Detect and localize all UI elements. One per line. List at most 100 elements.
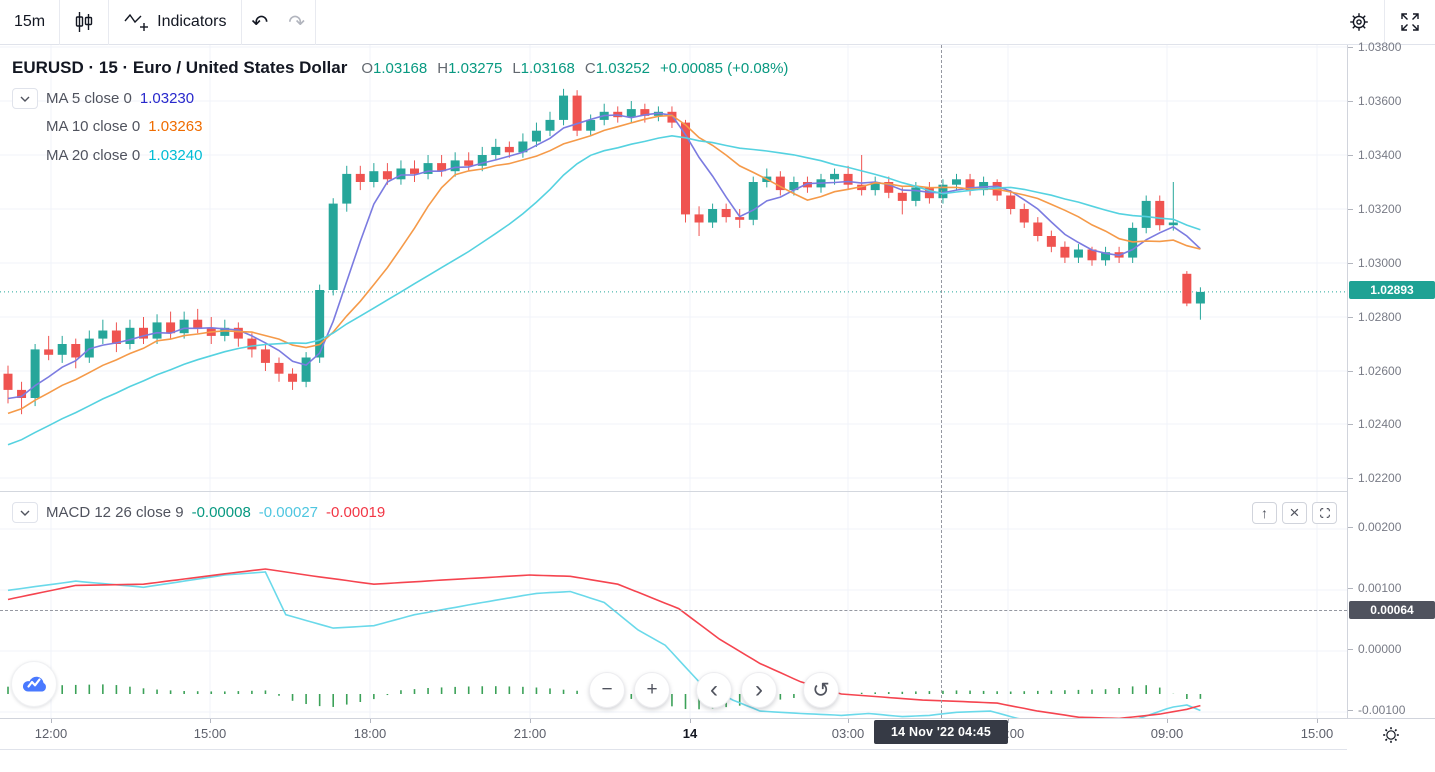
axis-label: 1.03200 [1358, 202, 1402, 216]
candle [1073, 249, 1083, 258]
chevron-down-icon [20, 510, 30, 516]
time-axis-label: 21:00 [513, 726, 547, 741]
ma20-value: 1.03240 [148, 147, 203, 164]
pane-resize-handle[interactable] [0, 491, 1347, 492]
macd-line [7, 571, 1201, 718]
sun-icon [1383, 726, 1399, 743]
maximize-pane-button[interactable] [1312, 502, 1337, 524]
macd-crosshair-badge: 0.00064 [1349, 601, 1435, 619]
candle [464, 160, 474, 166]
candle [17, 389, 27, 398]
macd-pane-controls: ↑ × [1252, 502, 1337, 524]
chart-style-button[interactable] [60, 0, 108, 45]
symbol-title[interactable]: EURUSD · 15 · Euro / United States Dolla… [12, 58, 348, 77]
timezone-settings-cell[interactable] [1347, 718, 1435, 750]
candle [355, 173, 365, 182]
axis-label: 0.00100 [1358, 581, 1402, 595]
high-value: H1.03275 [437, 60, 503, 77]
candle [559, 95, 569, 120]
scroll-right-button[interactable]: › [741, 672, 777, 708]
collapse-legend-button[interactable] [12, 88, 38, 109]
candle [139, 327, 148, 339]
axis-tick [1348, 371, 1353, 372]
candle [518, 141, 528, 153]
top-toolbar: 15m Indicators ↶ ↷ [0, 0, 1435, 45]
time-axis-tick [848, 719, 849, 723]
candle [843, 173, 853, 185]
price-axis[interactable]: 1.03800 1.03600 1.03400 1.03200 1.03000 1.028… [1347, 40, 1435, 718]
collapse-macd-legend-button[interactable] [12, 502, 38, 523]
candle [274, 362, 284, 374]
change-value: +0.00085 (+0.08%) [659, 60, 789, 77]
candle [979, 182, 989, 191]
ohlc-values: O1.03168 H1.03275 L1.03168 C1.03252 +0.0… [361, 60, 788, 77]
time-axis-label: 15:00 [193, 726, 227, 741]
candles [3, 88, 1205, 415]
axis-label: 1.02800 [1358, 310, 1402, 324]
scroll-left-button[interactable]: ‹ [696, 672, 732, 708]
ma5-legend-row: MA 5 close 0 1.03230 [12, 88, 194, 109]
toolbar-divider [59, 0, 61, 45]
ma20-label[interactable]: MA 20 close 0 [46, 147, 141, 164]
toolbar-divider [315, 0, 317, 45]
candle [789, 182, 799, 191]
tradingview-logo[interactable] [11, 661, 57, 707]
minus-icon: − [601, 679, 613, 700]
candle [708, 209, 718, 223]
axis-tick [1348, 710, 1353, 711]
zoom-out-button[interactable]: − [589, 672, 625, 708]
crosshair-vertical-line [941, 45, 942, 718]
plus-icon: + [646, 679, 658, 700]
candle [179, 319, 189, 334]
time-axis-tick [370, 719, 371, 723]
fullscreen-button[interactable] [1385, 0, 1435, 45]
crosshair-time-badge: 14 Nov '22 04:45 [874, 720, 1008, 744]
chart-navigation-controls: − + ‹ › ↺ [589, 672, 839, 708]
zoom-in-button[interactable]: + [634, 672, 670, 708]
close-pane-button[interactable]: × [1282, 502, 1307, 524]
candle [44, 349, 54, 355]
time-axis-label: 09:00 [1150, 726, 1184, 741]
undo-button[interactable]: ↶ [251, 11, 269, 34]
ma5-label[interactable]: MA 5 close 0 [46, 90, 132, 107]
candle [3, 373, 13, 390]
axis-label: 1.02400 [1358, 417, 1402, 431]
time-axis-tick [1317, 719, 1318, 723]
indicators-label: Indicators [157, 13, 227, 30]
reset-icon: ↺ [812, 678, 830, 702]
axis-tick [1348, 527, 1353, 528]
time-axis[interactable]: 14 Nov '22 04:45 12:00 15:00 18:00 21:00 14 0… [0, 718, 1435, 750]
ma10-label[interactable]: MA 10 close 0 [46, 118, 141, 135]
redo-button[interactable]: ↷ [288, 11, 306, 34]
candle [84, 338, 94, 358]
candle [71, 344, 81, 358]
time-axis-tick [690, 719, 691, 723]
price-pane-canvas[interactable] [0, 45, 1347, 491]
time-axis-label: 18:00 [353, 726, 387, 741]
interval-button[interactable]: 15m [14, 13, 46, 30]
candle [396, 168, 406, 180]
toolbar-divider [108, 0, 110, 45]
gear-icon [1350, 13, 1368, 31]
candle [30, 349, 40, 398]
candle [450, 160, 460, 172]
indicators-button[interactable]: Indicators [109, 0, 240, 45]
open-value: O1.03168 [361, 60, 428, 77]
axis-tick [1348, 649, 1353, 650]
candle [1155, 200, 1165, 226]
axis-label: 1.03800 [1358, 40, 1402, 54]
macd-label[interactable]: MACD 12 26 close 9 [46, 504, 184, 521]
reset-chart-button[interactable]: ↺ [803, 672, 839, 708]
axis-label: 1.02600 [1358, 364, 1402, 378]
candle [1087, 249, 1097, 261]
macd-signal-line [7, 568, 1201, 718]
ma5-value: 1.03230 [139, 90, 195, 107]
candle [410, 168, 419, 174]
settings-button[interactable] [1334, 0, 1384, 45]
candle [1006, 195, 1016, 209]
candle [504, 146, 514, 153]
move-pane-up-button[interactable]: ↑ [1252, 502, 1277, 524]
candle [938, 184, 948, 199]
candle [369, 171, 379, 182]
close-icon: × [1289, 503, 1300, 522]
